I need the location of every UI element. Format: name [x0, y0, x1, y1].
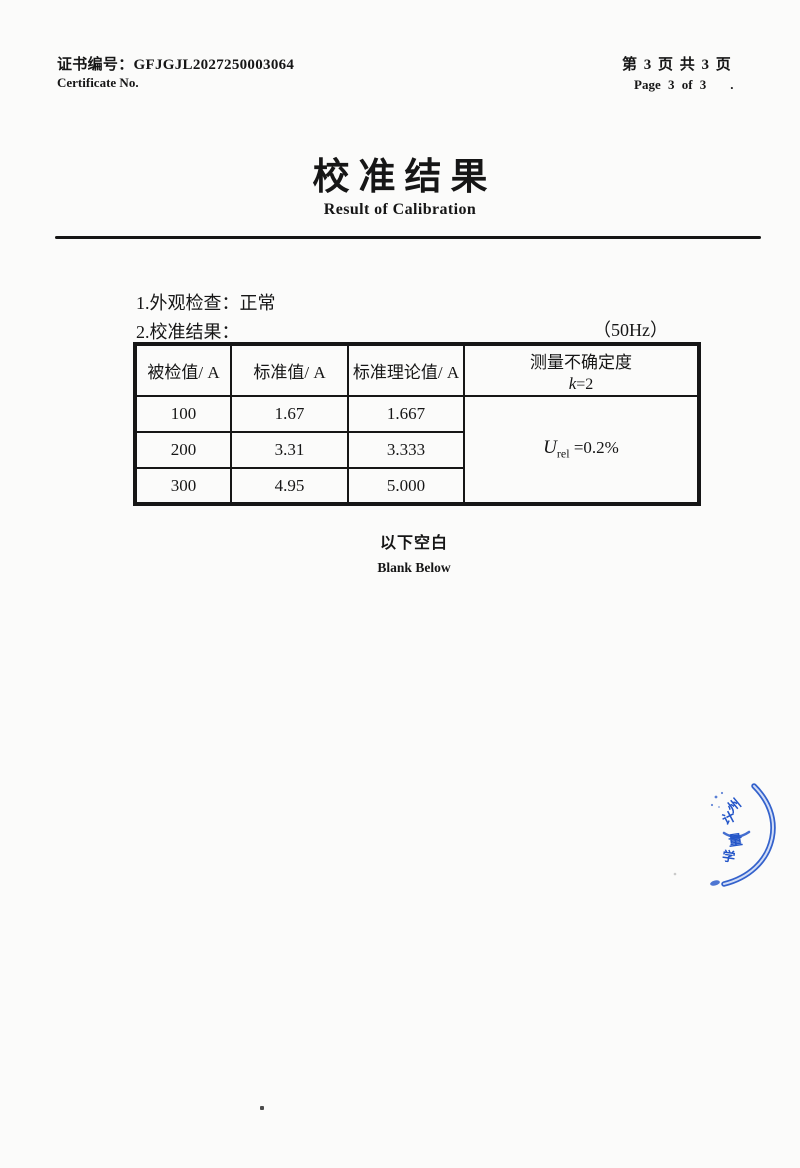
table-row: 100 1.67 1.667 Urel =0.2% — [134, 395, 700, 505]
blank-below-zh: 以下空白 — [379, 535, 448, 552]
calibration-result-line: 2.校准结果： — [136, 322, 240, 342]
table-cell: 200 — [134, 431, 232, 469]
page-info-en-text: Page 3 of 3 — [634, 77, 707, 92]
table-cell: 300 — [134, 467, 232, 505]
k-symbol: k — [568, 373, 577, 393]
table-row: 200 3.31 3.333 — [134, 431, 699, 469]
frequency-note: （50Hz） — [593, 320, 668, 340]
stamp-rim-highlight — [723, 785, 774, 885]
page-info-dot: . — [730, 77, 734, 92]
table-cell: 100 — [134, 395, 232, 433]
certificate-label-zh: 证书编号： — [57, 57, 134, 73]
u-value: =0.2% — [569, 438, 619, 458]
stamp-ink-blob — [710, 880, 720, 886]
u-subscript: rel — [556, 446, 570, 461]
header-uncertainty: 测量不确定度 k=2 — [463, 343, 700, 397]
u-symbol: U — [543, 437, 557, 459]
stamp-ink-speck — [710, 803, 714, 807]
stamp-char: 学 — [721, 848, 736, 865]
header-uncertainty-title: 测量不确定度 — [530, 352, 632, 372]
certificate-number-block: 证书编号：GFJGJL2027250003064 Certificate No. — [57, 53, 294, 91]
blank-below-en: Blank Below — [377, 560, 451, 575]
table-cell: 3.31 — [230, 431, 349, 469]
title-divider — [55, 236, 761, 239]
blank-below-note: 以下空白 Blank Below — [28, 529, 800, 576]
table-cell: 4.95 — [230, 467, 349, 505]
certificate-number-line: 证书编号：GFJGJL2027250003064 — [57, 53, 294, 74]
table-cell: 5.000 — [347, 467, 465, 505]
stamp-char: 量 — [727, 832, 743, 850]
uncertainty-value-cell: Urel =0.2% — [463, 395, 700, 505]
table-cell: 1.667 — [347, 395, 465, 433]
page-info-zh: 第 3 页 共 3 页 — [622, 57, 731, 73]
table-cell: 1.67 — [230, 395, 349, 433]
appearance-check-line: 1.外观检查：正常 — [136, 293, 276, 313]
stamp-char: 计 — [720, 808, 739, 827]
header-standard-value: 标准值/ A — [230, 343, 349, 397]
table-header-row: 被检值/ A 标准值/ A 标准理论值/ A 测量不确定度 k=2 — [134, 343, 700, 397]
calibration-table: 被检值/ A 标准值/ A 标准理论值/ A 测量不确定度 k=2 100 1.… — [133, 342, 701, 506]
stamp-inner-arc — [722, 830, 751, 838]
table-row: 300 4.95 5.000 — [134, 467, 699, 505]
k-value: =2 — [576, 375, 594, 393]
stamp-ink-speck — [714, 795, 718, 799]
scan-speck — [673, 872, 677, 876]
scan-speck — [260, 1106, 264, 1110]
table-cell: 3.333 — [347, 431, 465, 469]
stamp-ink-speck — [720, 791, 724, 795]
page-title-en: Result of Calibration — [323, 201, 477, 218]
page-info-en: Page 3 of 3. — [634, 77, 734, 93]
stamp-ink-speck — [718, 806, 720, 808]
certificate-number: GFJGJL2027250003064 — [133, 57, 295, 73]
official-seal-stamp: 州 计 量 学 — [673, 783, 776, 887]
page-info-block: 第 3 页 共 3 页 Page 3 of 3. — [622, 53, 734, 93]
header-theoretical-value: 标准理论值/ A — [347, 343, 465, 397]
certificate-label-en: Certificate No. — [57, 75, 139, 90]
page-title-zh: 校准结果 — [312, 157, 497, 198]
header-tested-value: 被检值/ A — [134, 343, 232, 397]
header-uncertainty-k: k=2 — [465, 374, 697, 394]
